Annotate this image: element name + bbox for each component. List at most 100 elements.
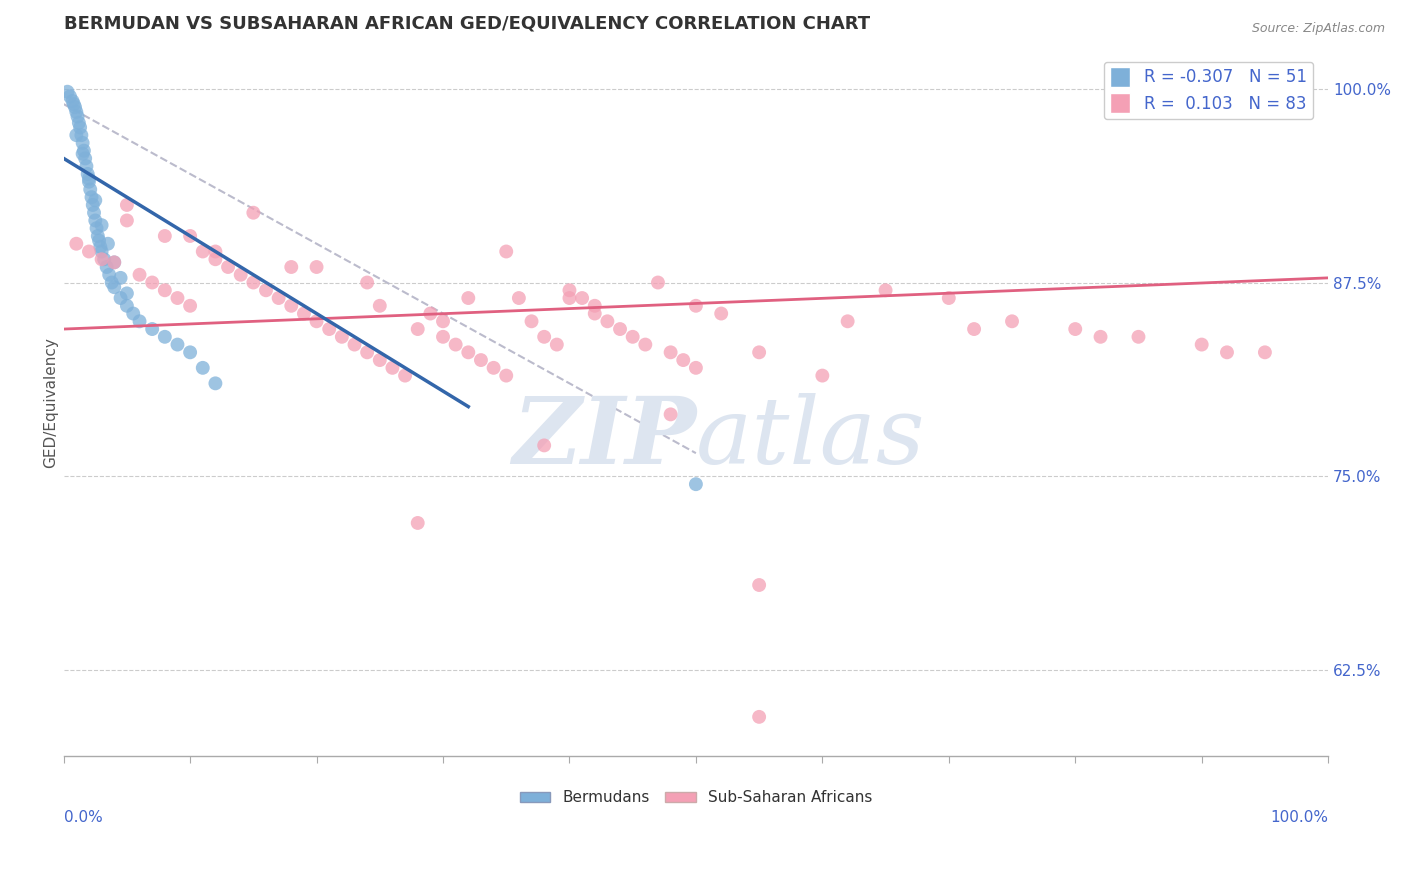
Text: Source: ZipAtlas.com: Source: ZipAtlas.com xyxy=(1251,22,1385,36)
Point xyxy=(110,271,132,285)
Point xyxy=(748,345,770,359)
Point xyxy=(482,360,505,375)
Point xyxy=(128,268,150,282)
Point xyxy=(583,307,606,321)
Point xyxy=(87,229,110,244)
Point xyxy=(67,116,90,130)
Point xyxy=(837,314,859,328)
Point xyxy=(73,144,96,158)
Point xyxy=(65,128,87,143)
Point xyxy=(128,314,150,328)
Point xyxy=(1254,345,1277,359)
Point xyxy=(82,198,104,212)
Point xyxy=(179,345,201,359)
Text: 100.0%: 100.0% xyxy=(1270,810,1329,825)
Point xyxy=(110,291,132,305)
Point xyxy=(115,299,138,313)
Point xyxy=(457,345,479,359)
Point xyxy=(672,353,695,368)
Point xyxy=(65,236,87,251)
Point xyxy=(204,252,226,267)
Point xyxy=(96,260,118,274)
Point xyxy=(204,244,226,259)
Point xyxy=(811,368,834,383)
Point xyxy=(685,360,707,375)
Y-axis label: GED/Equivalency: GED/Equivalency xyxy=(44,337,58,468)
Point xyxy=(141,322,163,336)
Point xyxy=(634,337,657,351)
Text: ZIP: ZIP xyxy=(512,393,696,483)
Point xyxy=(179,299,201,313)
Point xyxy=(103,255,125,269)
Point xyxy=(508,291,530,305)
Point xyxy=(204,376,226,391)
Point xyxy=(647,276,669,290)
Point xyxy=(217,260,239,274)
Point xyxy=(90,244,112,259)
Point xyxy=(229,268,252,282)
Point xyxy=(153,229,176,244)
Point xyxy=(191,244,214,259)
Point xyxy=(79,182,101,196)
Point xyxy=(432,330,454,344)
Point xyxy=(1001,314,1024,328)
Point xyxy=(76,167,98,181)
Point xyxy=(406,322,429,336)
Point xyxy=(292,307,315,321)
Point xyxy=(166,337,188,351)
Point xyxy=(748,710,770,724)
Point xyxy=(470,353,492,368)
Point xyxy=(122,307,145,321)
Point xyxy=(77,175,100,189)
Point xyxy=(87,234,110,248)
Text: BERMUDAN VS SUBSAHARAN AFRICAN GED/EQUIVALENCY CORRELATION CHART: BERMUDAN VS SUBSAHARAN AFRICAN GED/EQUIV… xyxy=(63,15,870,33)
Point xyxy=(748,578,770,592)
Point xyxy=(406,516,429,530)
Point xyxy=(86,221,108,235)
Point xyxy=(1128,330,1150,344)
Point xyxy=(495,244,517,259)
Point xyxy=(153,283,176,297)
Point xyxy=(267,291,290,305)
Point xyxy=(66,110,89,124)
Point xyxy=(1090,330,1112,344)
Point xyxy=(457,291,479,305)
Point xyxy=(356,276,378,290)
Point xyxy=(710,307,733,321)
Point xyxy=(368,353,391,368)
Point xyxy=(141,276,163,290)
Point xyxy=(98,268,121,282)
Point xyxy=(520,314,543,328)
Point xyxy=(533,330,555,344)
Text: 0.0%: 0.0% xyxy=(63,810,103,825)
Point xyxy=(1064,322,1087,336)
Point xyxy=(166,291,188,305)
Point xyxy=(62,97,84,112)
Point xyxy=(381,360,404,375)
Point xyxy=(93,252,115,267)
Point xyxy=(558,291,581,305)
Point xyxy=(83,205,105,219)
Point xyxy=(419,307,441,321)
Point xyxy=(69,120,91,135)
Point xyxy=(963,322,986,336)
Point xyxy=(596,314,619,328)
Point xyxy=(59,89,82,103)
Legend: Bermudans, Sub-Saharan Africans: Bermudans, Sub-Saharan Africans xyxy=(513,784,879,812)
Point xyxy=(280,260,302,274)
Point xyxy=(280,299,302,313)
Point xyxy=(80,190,103,204)
Point xyxy=(659,408,682,422)
Point xyxy=(368,299,391,313)
Point xyxy=(115,213,138,227)
Point xyxy=(305,260,328,274)
Point xyxy=(546,337,568,351)
Point xyxy=(533,438,555,452)
Point xyxy=(495,368,517,383)
Point xyxy=(343,337,366,351)
Point xyxy=(90,252,112,267)
Point xyxy=(84,213,107,227)
Point xyxy=(100,276,122,290)
Point xyxy=(254,283,277,297)
Point xyxy=(659,345,682,359)
